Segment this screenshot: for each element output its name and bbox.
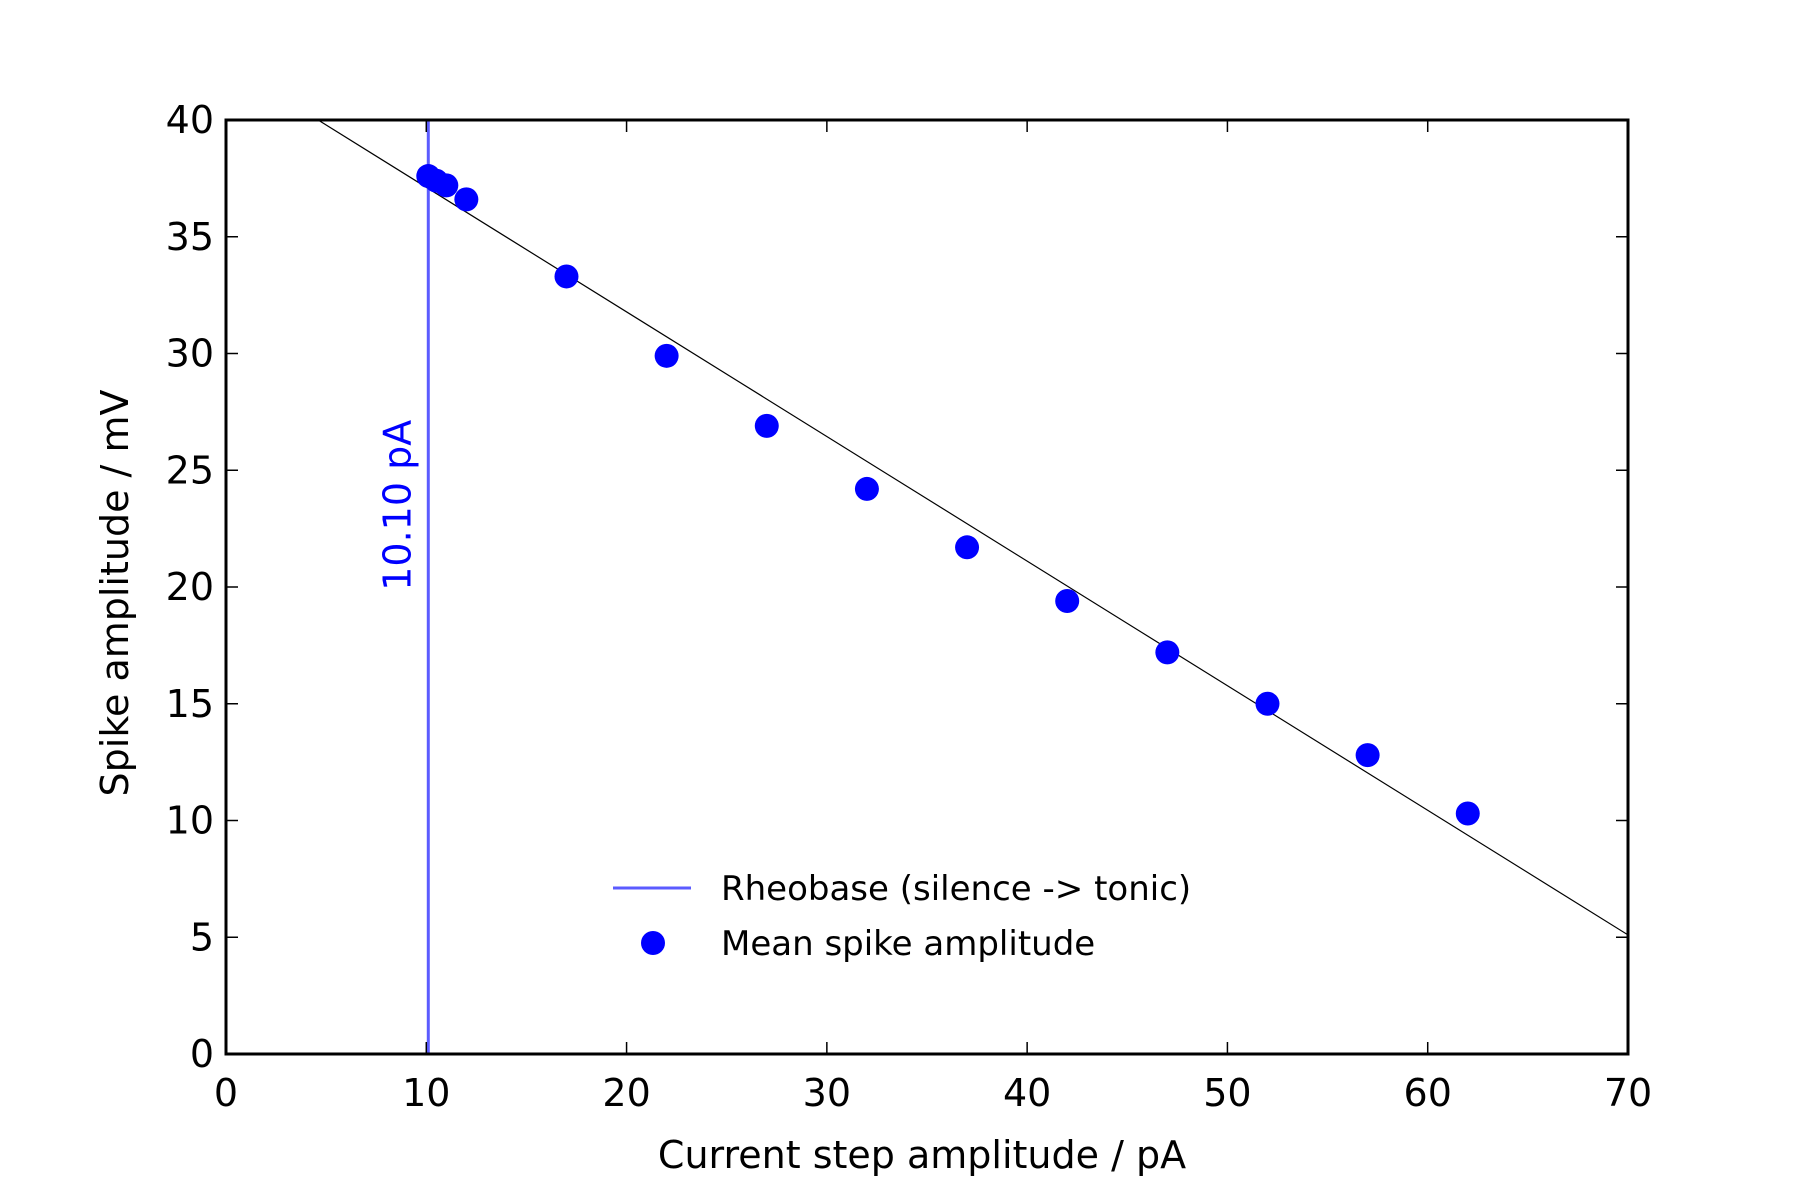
x-tick-label-20: 20 <box>602 1071 650 1115</box>
data-point-8 <box>955 535 980 560</box>
x-tick-label-10: 10 <box>402 1071 450 1115</box>
x-tick-label-40: 40 <box>1003 1071 1051 1115</box>
annotation-0: 10.10 pA <box>375 420 419 591</box>
legend-label-rheobase: Rheobase (silence -> tonic) <box>721 869 1191 909</box>
data-point-6 <box>754 413 779 438</box>
y-axis-label: Spike amplitude / mV <box>93 390 137 797</box>
y-tick-label-25: 25 <box>166 448 214 492</box>
data-point-10 <box>1155 640 1180 665</box>
y-tick-label-10: 10 <box>166 799 214 843</box>
x-tick-label-70: 70 <box>1604 1071 1652 1115</box>
x-tick-label-0: 0 <box>214 1071 238 1115</box>
data-point-4 <box>554 264 579 289</box>
y-tick-label-40: 40 <box>166 98 214 142</box>
y-tick-label-35: 35 <box>166 215 214 259</box>
data-point-12 <box>1355 743 1380 768</box>
legend: Rheobase (silence -> tonic) Mean spike a… <box>613 869 1191 964</box>
data-point-5 <box>654 343 679 368</box>
axis-tick-labels: 0 10 20 30 40 50 60 70 0 5 10 15 20 25 30 35 40 <box>166 98 1653 1115</box>
data-point-13 <box>1455 801 1480 826</box>
axis-ticks <box>225 119 1629 1055</box>
data-point-9 <box>1055 589 1080 614</box>
data-point-2 <box>434 173 459 198</box>
data-point-7 <box>854 476 879 501</box>
x-tick-label-60: 60 <box>1404 1071 1452 1115</box>
x-tick-label-50: 50 <box>1203 1071 1251 1115</box>
legend-label-mean-spike: Mean spike amplitude <box>721 924 1095 964</box>
plot-area: 10.10 pA <box>224 118 1630 1056</box>
x-tick-label-30: 30 <box>803 1071 851 1115</box>
plot-content <box>317 120 1628 1054</box>
plot-frame <box>224 118 1630 1056</box>
data-point-11 <box>1255 691 1280 716</box>
y-tick-label-20: 20 <box>166 565 214 609</box>
y-tick-label-0: 0 <box>190 1032 214 1076</box>
fit-line <box>317 120 1628 936</box>
y-tick-label-15: 15 <box>166 682 214 726</box>
legend-swatch-mean-spike <box>641 931 665 955</box>
y-tick-label-5: 5 <box>190 915 214 959</box>
y-tick-label-30: 30 <box>166 332 214 376</box>
data-point-3 <box>454 187 479 212</box>
x-axis-label: Current step amplitude / pA <box>658 1133 1186 1177</box>
